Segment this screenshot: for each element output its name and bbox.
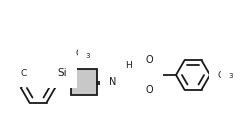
Text: N: N (125, 70, 133, 80)
Text: H: H (31, 68, 38, 77)
Text: Si: Si (57, 68, 67, 78)
Polygon shape (71, 69, 97, 95)
Text: N: N (109, 77, 117, 87)
Text: CH: CH (75, 50, 88, 59)
Text: O: O (145, 85, 153, 95)
Text: 3: 3 (28, 71, 32, 77)
Text: 3: 3 (228, 74, 233, 80)
Text: 3: 3 (85, 53, 90, 59)
Text: H: H (125, 60, 131, 69)
Text: S: S (146, 70, 152, 80)
Text: O: O (145, 55, 153, 65)
Text: CH: CH (218, 70, 231, 80)
Text: C: C (21, 68, 27, 77)
